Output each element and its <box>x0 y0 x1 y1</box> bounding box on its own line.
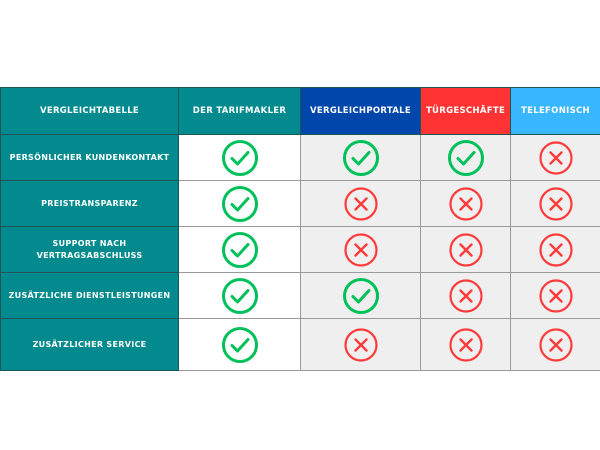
table-cell <box>510 134 600 181</box>
check-circle-icon <box>179 139 300 177</box>
check-circle-icon <box>179 277 300 315</box>
column-header-3: TÜRGESCHÄFTE <box>420 87 511 135</box>
cross-circle-icon <box>511 140 600 176</box>
table-cell <box>178 226 301 273</box>
cross-circle-icon <box>421 232 510 268</box>
table-cell <box>420 318 511 371</box>
comparison-table: VERGLEICHTABELLE DER TARIFMAKLER VERGLEICH… <box>0 87 600 371</box>
header-row: VERGLEICHTABELLE DER TARIFMAKLER VERGLEICH… <box>0 87 600 135</box>
table-cell <box>300 226 421 273</box>
table-row: ZUSÄTZLICHER SERVICE <box>0 318 600 371</box>
cross-circle-icon <box>421 327 510 363</box>
table-cell <box>510 180 600 227</box>
table-cell <box>178 272 301 319</box>
table-row: SUPPORT NACH VERTRAGSABSCHLUSS <box>0 226 600 273</box>
cross-circle-icon <box>301 186 420 222</box>
check-circle-icon <box>179 326 300 364</box>
row-label: SUPPORT NACH VERTRAGSABSCHLUSS <box>0 226 179 273</box>
table-cell <box>510 272 600 319</box>
table-cell <box>178 134 301 181</box>
column-header-2: VERGLEICHPORTALE <box>300 87 421 135</box>
table-row: ZUSÄTZLICHE DIENSTLEISTUNGEN <box>0 272 600 319</box>
cross-circle-icon <box>511 278 600 314</box>
table-cell <box>178 318 301 371</box>
table-cell <box>420 272 511 319</box>
table-cell <box>300 134 421 181</box>
table-cell <box>178 180 301 227</box>
check-circle-icon <box>179 231 300 269</box>
check-circle-icon <box>179 185 300 223</box>
row-label: PERSÖNLICHER KUNDENKONTAKT <box>0 134 179 181</box>
row-label: PREISTRANSPARENZ <box>0 180 179 227</box>
check-circle-icon <box>301 277 420 315</box>
table-cell <box>300 318 421 371</box>
cross-circle-icon <box>511 186 600 222</box>
column-header-4: TELEFONISCH <box>510 87 600 135</box>
table-cell <box>510 226 600 273</box>
cross-circle-icon <box>301 327 420 363</box>
cross-circle-icon <box>421 278 510 314</box>
table-cell <box>420 180 511 227</box>
table-row: PERSÖNLICHER KUNDENKONTAKT <box>0 134 600 181</box>
cross-circle-icon <box>511 232 600 268</box>
row-label: ZUSÄTZLICHER SERVICE <box>0 318 179 371</box>
column-header-1: DER TARIFMAKLER <box>178 87 301 135</box>
table-cell <box>420 134 511 181</box>
check-circle-icon <box>301 139 420 177</box>
column-header-0: VERGLEICHTABELLE <box>0 87 179 135</box>
cross-circle-icon <box>421 186 510 222</box>
table-cell <box>300 272 421 319</box>
cross-circle-icon <box>301 232 420 268</box>
row-label: ZUSÄTZLICHE DIENSTLEISTUNGEN <box>0 272 179 319</box>
cross-circle-icon <box>511 327 600 363</box>
table-row: PREISTRANSPARENZ <box>0 180 600 227</box>
table-cell <box>510 318 600 371</box>
table-cell <box>420 226 511 273</box>
check-circle-icon <box>421 139 510 177</box>
table-cell <box>300 180 421 227</box>
